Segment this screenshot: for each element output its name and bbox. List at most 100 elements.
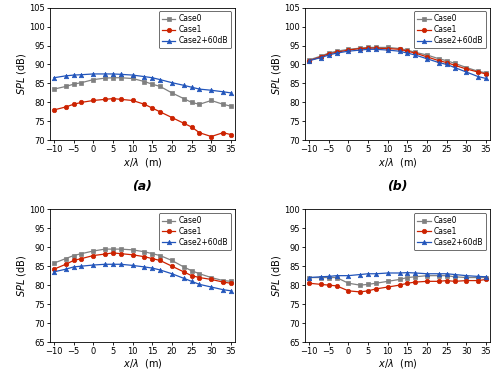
Case2+60dB [180,83,186,88]
Case1 [346,288,352,293]
Case1 [220,130,226,135]
Case0 [444,59,450,63]
Case2+60dB [157,268,163,272]
Case1 [334,283,340,288]
Case0 [365,282,371,287]
Case2+60dB [384,48,390,52]
Case2+60dB [475,274,481,279]
Case1 [326,52,332,56]
Case0 [130,76,136,81]
Case1 [102,97,108,101]
Case1 [306,281,312,285]
Case0 [412,50,418,55]
Case2+60dB [373,271,379,276]
Case1 [208,277,214,282]
Case2+60dB [475,74,481,79]
Case2+60dB [326,53,332,57]
Case0 [483,71,489,75]
Case1 [78,100,84,104]
X-axis label: $x/\lambda$  (m): $x/\lambda$ (m) [122,357,162,370]
Case2+60dB [365,271,371,276]
Case0 [365,45,371,50]
Case1 [384,46,390,51]
Case2+60dB [436,60,442,65]
Y-axis label: $SPL$ (dB): $SPL$ (dB) [270,255,283,297]
Case1 [365,288,371,293]
Case1 [150,256,156,261]
Case0 [142,79,148,84]
Case1 [169,115,175,120]
Line: Case0: Case0 [307,274,488,287]
Case0 [110,247,116,252]
Case0 [110,76,116,80]
Case0 [196,102,202,106]
Case1 [118,97,124,101]
Case1 [452,63,458,68]
Case1 [157,258,163,263]
Case0 [180,96,186,101]
Case1 [180,121,186,125]
Case1 [110,96,116,101]
Case1 [306,59,312,63]
Case1 [452,279,458,283]
Case0 [70,82,76,87]
Case2+60dB [357,48,363,52]
Case2+60dB [228,288,234,293]
Case0 [334,49,340,54]
Case0 [396,46,402,51]
Case1 [412,51,418,55]
Case1 [70,102,76,106]
Legend: Case0, Case1, Case2+60dB: Case0, Case1, Case2+60dB [414,213,486,250]
Case2+60dB [51,269,57,274]
Case1 [424,55,430,59]
Case2+60dB [90,263,96,267]
Case0 [118,76,124,80]
Case0 [436,273,442,278]
Case0 [51,87,57,92]
Case0 [102,247,108,252]
Case2+60dB [384,271,390,275]
Case1 [188,273,194,278]
Case0 [346,281,352,285]
Case0 [318,275,324,280]
Case0 [436,57,442,61]
Case2+60dB [196,87,202,92]
Case2+60dB [365,47,371,52]
Case1 [130,253,136,257]
Y-axis label: $SPL$ (dB): $SPL$ (dB) [270,53,283,95]
Case0 [90,249,96,253]
Case0 [142,250,148,254]
Line: Case0: Case0 [307,45,488,75]
Line: Case0: Case0 [52,76,233,108]
Case2+60dB [169,81,175,85]
Case2+60dB [424,271,430,276]
Case2+60dB [102,72,108,76]
Case1 [62,105,68,109]
Case1 [373,46,379,51]
Case0 [90,78,96,82]
Text: (b): (b) [388,180,408,193]
Case2+60dB [326,274,332,279]
Case0 [169,258,175,263]
Case1 [180,269,186,274]
Case1 [196,275,202,280]
Case1 [157,109,163,114]
Case0 [157,253,163,258]
Line: Case2+60dB: Case2+60dB [307,47,488,81]
Case1 [318,282,324,287]
Case0 [150,82,156,87]
Line: Case1: Case1 [307,46,488,76]
Case1 [436,279,442,283]
Case2+60dB [188,279,194,283]
Case2+60dB [346,273,352,278]
Case0 [220,278,226,283]
Line: Case0: Case0 [52,247,233,283]
Case1 [475,70,481,74]
Case0 [78,81,84,85]
Case2+60dB [188,85,194,90]
Case1 [412,280,418,284]
Case0 [404,48,410,52]
Case1 [365,46,371,51]
Case2+60dB [51,76,57,80]
Case0 [452,61,458,66]
